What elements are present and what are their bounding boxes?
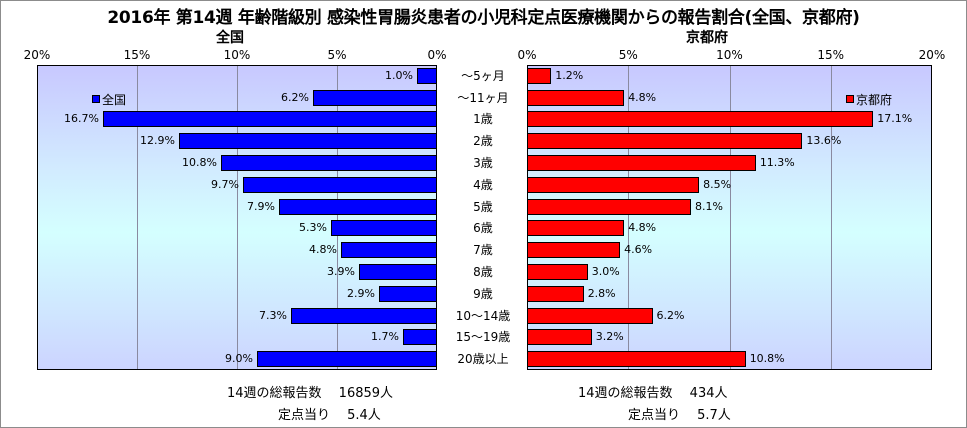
- kyoto-data-label: 13.6%: [806, 134, 842, 148]
- zenkoku-data-label: 7.3%: [259, 308, 287, 322]
- kyoto-bar: [527, 263, 588, 280]
- category-label: 10～14歳: [455, 308, 511, 323]
- legend-swatch-blue: [92, 95, 100, 103]
- kyoto-bar: [527, 307, 653, 324]
- kyoto-bar: [527, 67, 552, 84]
- zenkoku-bar: [313, 89, 437, 106]
- kyoto-data-label: 6.2%: [656, 308, 685, 322]
- kyoto-data-label: 8.1%: [695, 199, 723, 213]
- zenkoku-data-label: 6.2%: [281, 90, 309, 104]
- kyoto-data-label: 8.5%: [703, 177, 732, 191]
- category-label: 8歳: [473, 264, 493, 279]
- category-label: 9歳: [473, 286, 493, 301]
- category-label: ～5ヶ月: [461, 68, 505, 83]
- zenkoku-bar: [331, 220, 437, 237]
- kyoto-bar: [527, 220, 625, 237]
- category-label: ～11ヶ月: [457, 90, 509, 105]
- kyoto-bar: [527, 329, 592, 346]
- left-gridline: [337, 66, 338, 369]
- zenkoku-bar: [403, 329, 437, 346]
- right-per-sentinel: 定点当り 5.7人: [628, 408, 731, 423]
- kyoto-data-label: 2.8%: [587, 286, 616, 300]
- kyoto-data-label: 4.8%: [628, 90, 657, 104]
- left-per-sentinel: 定点当り 5.4人: [278, 408, 381, 423]
- zenkoku-data-label: 2.9%: [347, 286, 375, 300]
- zenkoku-data-label: 9.0%: [225, 352, 253, 366]
- kyoto-data-label: 17.1%: [877, 112, 913, 126]
- zenkoku-bar: [279, 198, 437, 215]
- kyoto-data-label: 10.8%: [749, 352, 785, 366]
- kyoto-bar: [527, 133, 803, 150]
- left-gridline: [237, 66, 238, 369]
- chart-title: 2016年 第14週 年齢階級別 感染性胃腸炎患者の小児科定点医療機関からの報告…: [107, 8, 860, 28]
- right-tick-label: 5%: [618, 48, 638, 62]
- zenkoku-data-label: 5.3%: [299, 221, 327, 235]
- zenkoku-data-label: 12.9%: [140, 134, 175, 148]
- right-tick-label: 0%: [517, 48, 537, 62]
- right-panel-title: 京都府: [686, 30, 728, 46]
- zenkoku-data-label: 4.8%: [309, 243, 337, 257]
- zenkoku-data-label: 7.9%: [247, 199, 275, 213]
- zenkoku-data-label: 1.0%: [385, 68, 413, 82]
- kyoto-bar: [527, 285, 584, 302]
- kyoto-bar: [527, 111, 874, 128]
- left-tick-label: 15%: [123, 48, 151, 62]
- kyoto-bar: [527, 155, 756, 172]
- category-label: 4歳: [473, 177, 493, 192]
- category-label: 6歳: [473, 221, 493, 236]
- zenkoku-bar: [379, 285, 437, 302]
- kyoto-bar: [527, 198, 692, 215]
- left-tick-label: 20%: [23, 48, 51, 62]
- zenkoku-bar: [103, 111, 437, 128]
- zenkoku-bar: [257, 351, 437, 368]
- category-label: 15～19歳: [455, 330, 511, 345]
- kyoto-bar: [527, 89, 625, 106]
- kyoto-bar: [527, 351, 746, 368]
- zenkoku-data-label: 1.7%: [371, 330, 399, 344]
- kyoto-bar: [527, 242, 621, 259]
- kyoto-data-label: 11.3%: [759, 156, 795, 170]
- left-legend: 全国: [92, 93, 126, 107]
- zenkoku-data-label: 9.7%: [211, 177, 239, 191]
- right-legend-label: 京都府: [856, 93, 893, 107]
- category-label: 7歳: [473, 243, 493, 258]
- zenkoku-bar: [221, 155, 437, 172]
- kyoto-data-label: 4.6%: [624, 243, 653, 257]
- zenkoku-data-label: 10.8%: [182, 156, 217, 170]
- left-panel-title: 全国: [216, 30, 244, 46]
- left-total-reports: 14週の総報告数 16859人: [227, 386, 394, 401]
- right-tick-label: 15%: [817, 48, 845, 62]
- right-total-reports: 14週の総報告数 434人: [578, 386, 728, 401]
- zenkoku-bar: [359, 263, 437, 280]
- zenkoku-bar: [341, 242, 437, 259]
- right-gridline: [729, 66, 731, 369]
- category-label: 2歳: [473, 134, 493, 149]
- right-tick-label: 20%: [918, 48, 946, 62]
- left-tick-label: 10%: [223, 48, 251, 62]
- right-gridline: [830, 66, 832, 369]
- kyoto-data-label: 3.2%: [595, 330, 624, 344]
- category-label: 5歳: [473, 199, 493, 214]
- zenkoku-bar: [243, 176, 437, 193]
- kyoto-bar: [527, 176, 700, 193]
- zenkoku-data-label: 16.7%: [64, 112, 99, 126]
- zenkoku-bar: [179, 133, 437, 150]
- zenkoku-bar: [417, 67, 437, 84]
- left-gridline: [137, 66, 138, 369]
- category-label: 1歳: [473, 112, 493, 127]
- left-legend-label: 全国: [102, 93, 127, 107]
- left-tick-label: 5%: [327, 48, 347, 62]
- right-tick-label: 10%: [716, 48, 743, 62]
- legend-swatch-red: [846, 95, 854, 103]
- kyoto-data-label: 1.2%: [555, 68, 584, 82]
- zenkoku-data-label: 3.9%: [327, 264, 355, 278]
- kyoto-data-label: 4.8%: [628, 221, 657, 235]
- category-label: 3歳: [473, 156, 493, 171]
- kyoto-data-label: 3.0%: [591, 264, 620, 278]
- right-gridline: [628, 66, 630, 369]
- zenkoku-bar: [291, 307, 437, 324]
- category-label: 20歳以上: [457, 352, 509, 367]
- left-tick-label: 0%: [427, 48, 447, 62]
- right-legend: 京都府: [846, 93, 892, 107]
